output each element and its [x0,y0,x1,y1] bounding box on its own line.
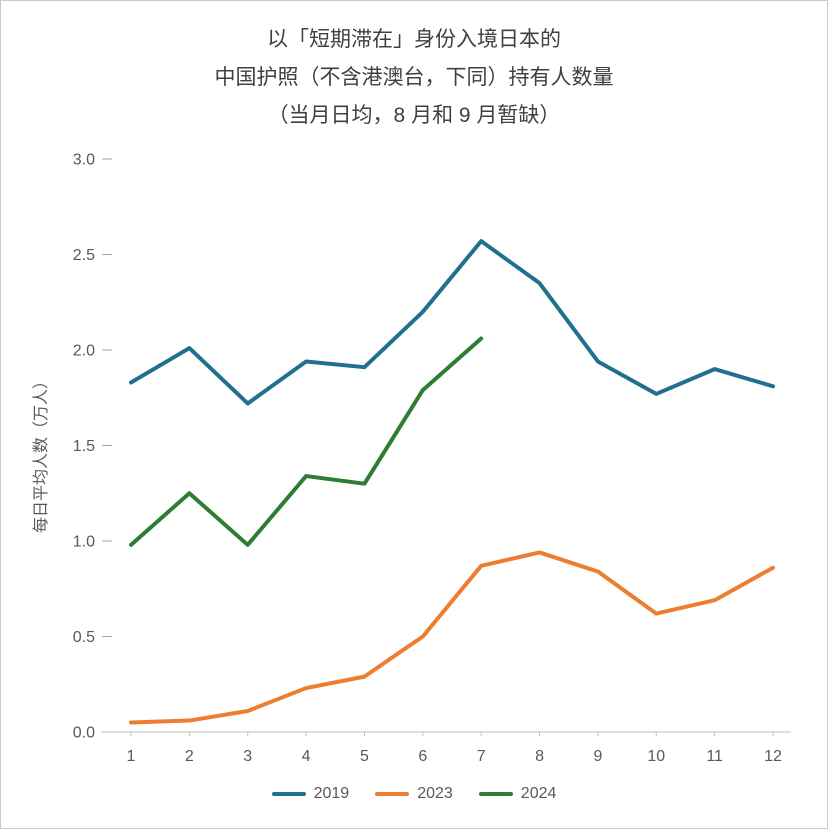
legend-marker-2024 [478,792,513,796]
chart-title-line-1: 以「短期滞在」身份入境日本的 [267,28,561,51]
legend-label-2024: 2024 [520,785,557,802]
x-tick-label: 12 [764,748,782,765]
y-tick-label: 0.5 [73,629,95,646]
y-tick-label: 1.5 [73,438,95,455]
y-tick-label: 1.0 [73,534,95,551]
legend-label-2019: 2019 [313,785,350,802]
y-tick-label: 2.0 [73,343,95,360]
legend-label-2023: 2023 [417,785,453,802]
legend-item-2019: 2019 [271,785,350,803]
legend-item-2023: 2023 [375,785,453,803]
x-tick-label: 2 [185,748,194,765]
legend-marker-2023 [375,792,410,796]
chart-title-line-3: （当月日均，8 月和 9 月暂缺） [267,104,561,127]
legend: 2019 2023 2024 [1,785,827,803]
y-tick-label: 3.0 [73,152,95,169]
legend-item-2024: 2024 [478,785,557,803]
series-line-2019 [129,239,775,406]
y-tick-label: 2.5 [73,247,95,264]
x-tick-label: 6 [418,748,427,765]
x-tick-label: 11 [706,748,723,765]
series-line-2024 [129,336,484,547]
x-tick-label: 8 [535,748,544,765]
line-chart: 0.00.51.01.52.02.53.01 2 3 4 5 6 7 8 9 10 11 12 [73,152,791,765]
chart-title-line-2: 中国护照（不含港澳台，下同）持有人数量 [214,66,614,89]
x-tick-label: 4 [302,748,311,765]
x-tick-label: 10 [647,748,665,765]
x-tick-label: 5 [360,748,369,765]
x-tick-label: 7 [477,748,486,765]
x-tick-label: 1 [127,748,136,765]
chart-title: 以「短期滞在」身份入境日本的 中国护照（不含港澳台，下同）持有人数量 （当月日均… [1,21,827,135]
x-tick-label: 9 [593,748,602,765]
y-tick-label: 0.0 [73,725,95,742]
legend-marker-2019 [271,792,306,796]
series-line-2023 [129,550,775,725]
x-tick-label: 3 [243,748,252,765]
